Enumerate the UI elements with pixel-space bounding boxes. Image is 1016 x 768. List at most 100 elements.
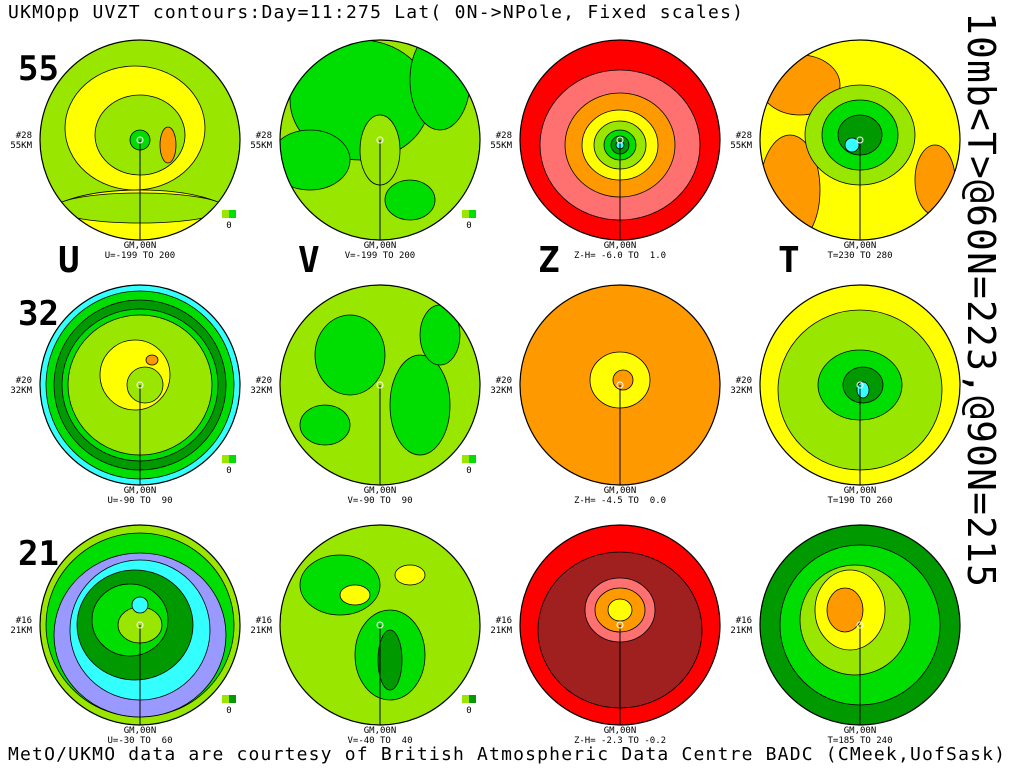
range-label: V=-40 TO 40 — [347, 736, 412, 746]
meridian-label: GM,00N — [124, 241, 157, 251]
meridian-label: GM,00N — [604, 241, 637, 251]
contour — [607, 598, 633, 622]
row-label: 55 — [18, 49, 59, 89]
meridian-label: GM,00N — [364, 726, 397, 736]
plot-border — [39, 524, 241, 726]
pole-marker — [616, 381, 624, 389]
column-label: U — [58, 240, 80, 281]
contour — [384, 179, 436, 221]
level-label: #16 — [496, 616, 512, 626]
key-swatch — [222, 695, 229, 703]
level-label: #28 — [736, 131, 752, 141]
range-label: T=230 TO 280 — [827, 251, 892, 261]
height-label: 55KM — [250, 141, 272, 151]
range-label: U=-90 TO 90 — [107, 496, 172, 506]
meridian-label: GM,00N — [844, 241, 877, 251]
contour — [299, 554, 381, 616]
key-label: 0 — [226, 706, 231, 716]
key-swatch — [462, 455, 469, 463]
contour — [280, 129, 351, 191]
contour — [914, 144, 956, 216]
key-swatch — [462, 695, 469, 703]
footer: MetO/UKMO data are courtesy of British A… — [8, 744, 1005, 765]
plot-border — [519, 524, 721, 726]
range-label: V=-199 TO 200 — [345, 251, 415, 261]
row-label: 21 — [18, 534, 59, 574]
height-label: 32KM — [10, 386, 32, 396]
range-label: U=-30 TO 60 — [107, 736, 172, 746]
key-swatch — [222, 210, 229, 218]
pole-marker — [136, 381, 144, 389]
meridian-label: GM,00N — [124, 726, 157, 736]
plot-border — [759, 39, 961, 241]
range-label: Z-H= -6.0 TO 1.0 — [574, 251, 666, 261]
key-swatch — [462, 210, 469, 218]
key-label: 0 — [466, 221, 471, 231]
pole-marker — [136, 136, 144, 144]
contour — [314, 314, 386, 396]
contour — [389, 354, 451, 456]
plot-border — [39, 284, 241, 486]
column-label: T — [778, 240, 800, 281]
meridian-label: GM,00N — [364, 241, 397, 251]
level-label: #20 — [256, 376, 272, 386]
contour — [409, 40, 471, 131]
contour — [159, 126, 177, 164]
plot-border — [279, 284, 481, 486]
contour — [126, 366, 164, 404]
contour — [131, 596, 149, 614]
level-label: #16 — [736, 616, 752, 626]
pole-marker — [376, 381, 384, 389]
level-label: #28 — [496, 131, 512, 141]
height-label: 32KM — [490, 386, 512, 396]
contour — [145, 354, 159, 366]
range-label: U=-199 TO 200 — [105, 251, 175, 261]
height-label: 21KM — [730, 626, 752, 636]
plot-border — [759, 524, 961, 726]
pole-marker — [856, 136, 864, 144]
meridian-label: GM,00N — [844, 726, 877, 736]
contour — [612, 369, 634, 391]
side-label: 10mb<T>@60N=223,@90N=215 — [959, 12, 1003, 587]
meridian-label: GM,00N — [604, 486, 637, 496]
contour — [826, 587, 864, 633]
level-label: #28 — [16, 131, 32, 141]
level-label: #16 — [256, 616, 272, 626]
key-swatch — [469, 695, 476, 703]
key-swatch — [469, 455, 476, 463]
key-swatch — [229, 455, 236, 463]
polar-plot — [280, 40, 480, 240]
level-label: #20 — [16, 376, 32, 386]
key-swatch — [222, 455, 229, 463]
pole-marker — [856, 381, 864, 389]
range-label: V=-90 TO 90 — [347, 496, 412, 506]
level-label: #20 — [736, 376, 752, 386]
contour — [339, 584, 371, 606]
key-label: 0 — [226, 221, 231, 231]
key-swatch — [469, 210, 476, 218]
contour — [299, 404, 351, 446]
contour — [419, 304, 461, 366]
meridian-label: GM,00N — [124, 486, 157, 496]
meridian-label: GM,00N — [604, 726, 637, 736]
range-label: Z-H= -2.3 TO -0.2 — [574, 736, 666, 746]
height-label: 55KM — [730, 141, 752, 151]
height-label: 21KM — [250, 626, 272, 636]
plot-border — [519, 284, 721, 486]
height-label: 32KM — [250, 386, 272, 396]
column-label: Z — [538, 240, 560, 281]
height-label: 21KM — [10, 626, 32, 636]
level-label: #16 — [16, 616, 32, 626]
range-label: Z-H= -4.5 TO 0.0 — [574, 496, 666, 506]
polar-plot — [280, 525, 480, 725]
key-label: 0 — [466, 466, 471, 476]
pole-marker — [616, 136, 624, 144]
plot-border — [519, 39, 721, 241]
range-label: T=185 TO 240 — [827, 736, 892, 746]
contour — [844, 137, 860, 153]
level-label: #20 — [496, 376, 512, 386]
key-swatch — [229, 695, 236, 703]
row-label: 32 — [18, 294, 59, 334]
meridian-label: GM,00N — [364, 486, 397, 496]
